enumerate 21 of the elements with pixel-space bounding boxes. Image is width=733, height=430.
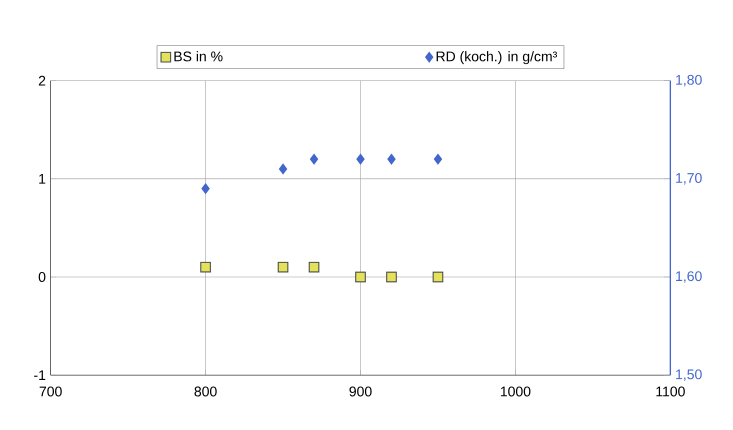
y2-tick-label: 1,50 [676, 369, 702, 382]
y2-tick-label: 1,60 [676, 271, 702, 283]
x-tick-label: 1100 [656, 386, 685, 397]
point [310, 154, 318, 165]
x-tick-label: 700 [40, 386, 62, 397]
y-tick-label: -1 [34, 370, 46, 380]
point [434, 154, 442, 165]
y-tick-label: 0 [38, 272, 46, 282]
legend-label: BS in % [174, 51, 223, 62]
point [356, 154, 365, 165]
x-tick-label: 1000 [500, 386, 530, 397]
x-tick-label: 900 [349, 386, 372, 397]
y-tick-label: 2 [38, 76, 46, 86]
point [201, 183, 210, 194]
legend-label: RD (koch.) in g/cm³ [436, 51, 558, 64]
y2-tick-label: 1,80 [676, 74, 702, 87]
point [387, 154, 396, 165]
y-tick-label: 1 [39, 174, 46, 184]
x-tick-label: 800 [194, 386, 217, 397]
point [278, 164, 288, 174]
y2-tick-label: 1,70 [676, 173, 702, 185]
